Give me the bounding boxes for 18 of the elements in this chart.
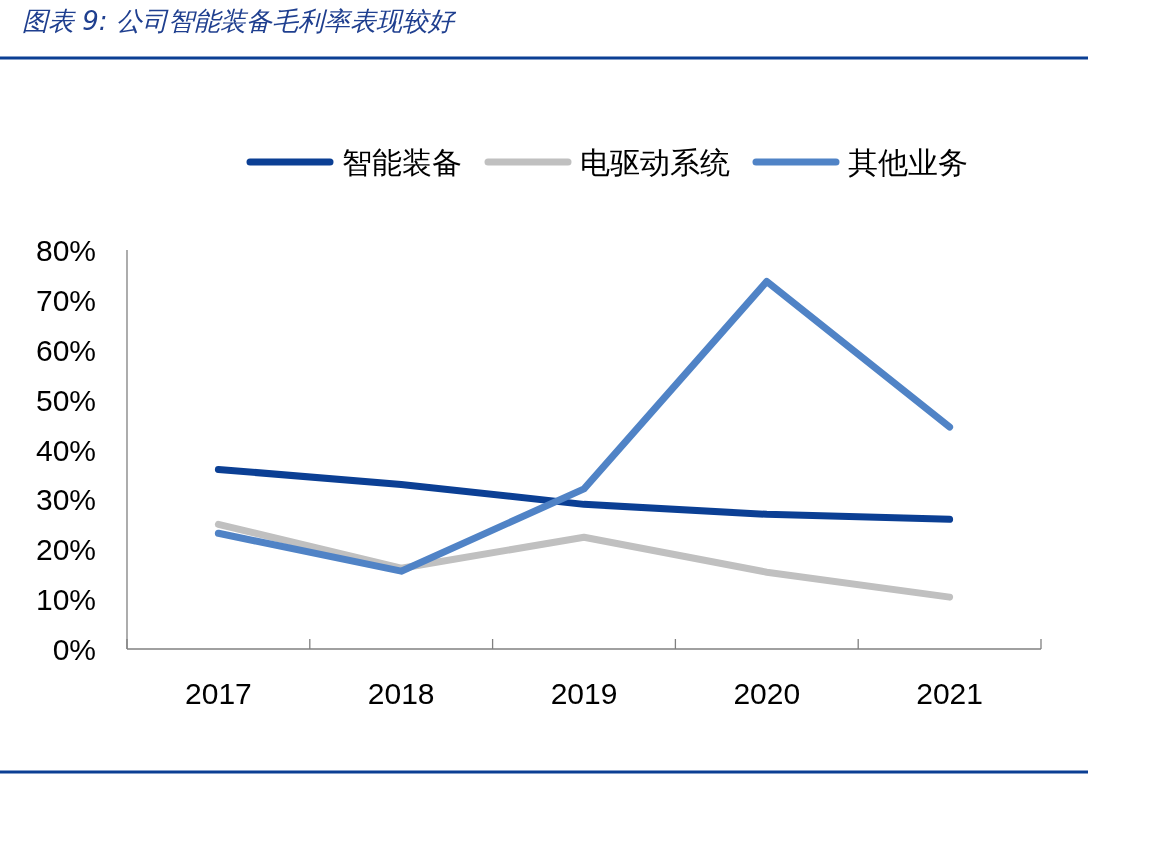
- legend-label: 其他业务: [848, 145, 968, 180]
- y-tick-label: 50%: [35, 383, 96, 417]
- x-tick-label: 2018: [367, 677, 435, 710]
- y-tick-label: 60%: [35, 333, 96, 367]
- x-tick-label: 2021: [916, 677, 983, 710]
- x-tick-label: 2017: [185, 677, 252, 710]
- y-tick-label: 80%: [35, 234, 96, 267]
- y-tick-label: 40%: [35, 433, 96, 467]
- x-tick-label: 2019: [550, 677, 618, 710]
- x-tick-label: 2020: [733, 677, 801, 710]
- title: 图表 9: 公司智能装备毛利率表现较好: [22, 6, 454, 36]
- y-tick-label: 30%: [35, 483, 96, 517]
- y-tick-label: 0%: [52, 633, 96, 666]
- legend-label: 电驱动系统: [580, 145, 730, 180]
- y-tick-label: 70%: [35, 283, 96, 317]
- y-tick-label: 20%: [35, 533, 96, 567]
- y-tick-label: 10%: [35, 583, 96, 617]
- legend-label: 智能装备: [342, 145, 462, 180]
